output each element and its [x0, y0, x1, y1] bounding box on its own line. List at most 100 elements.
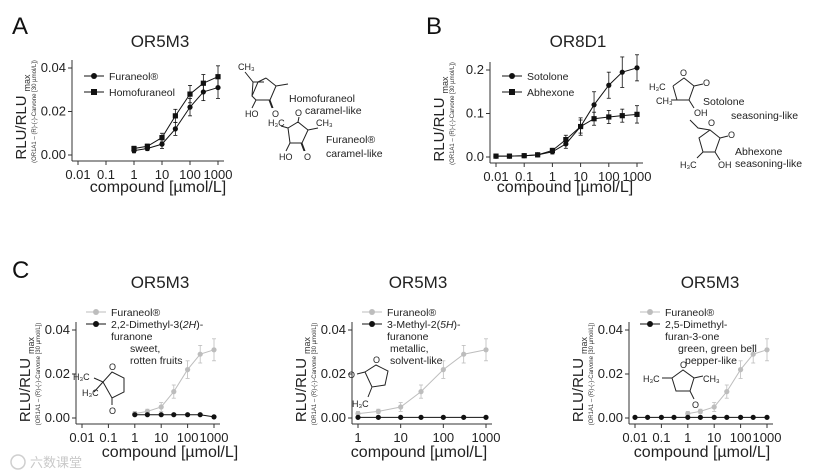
panel-label-b: B [426, 13, 442, 40]
chem-label: OH [718, 160, 732, 170]
chart-c2-methylfuranone: OR5M3 1 10 100 1000 0.00 0.02 0.04 compound [µmo… [293, 273, 500, 461]
data-point [418, 389, 424, 395]
chem-label: HO [245, 109, 259, 119]
annotation-c2-odor-2: solvent-like [390, 355, 443, 367]
y-axis-note: (OR1A1 – (R)-(-)-Carvone [30 µmol/L]) [312, 323, 318, 426]
data-point [172, 126, 178, 132]
chart-c3-dimethylfuranone: OR5M3 0.01 0.1 1 10 100 1000 0.00 0.02 0.04 compou… [570, 273, 781, 461]
annotation-c1-odor-2: rotten fruits [130, 355, 183, 367]
y-axis-label-subscript: max [302, 336, 312, 354]
chem-label: H₃C [268, 118, 285, 128]
legend-label-line2: furanone [387, 331, 429, 343]
data-point [211, 414, 217, 420]
data-point [158, 412, 164, 418]
y-axis-label-subscript: max [579, 336, 589, 354]
data-point [159, 135, 165, 141]
y-axis-label: RLU/RLU [293, 358, 310, 422]
annotation-homofuraneol: Homofuraneol [289, 93, 355, 105]
legend-label: Abhexone [527, 87, 574, 99]
data-point [724, 414, 730, 420]
x-tick-label: 10 [155, 167, 169, 182]
chem-label: H₃C [352, 399, 369, 409]
y-tick-label: 0.00 [45, 410, 70, 425]
y-axis-note: (OR1A1 – (R)-(-)-Carvone [30 µmol/L]) [32, 60, 38, 163]
legend-marker [369, 321, 375, 327]
data-point [187, 104, 193, 110]
y-tick-label: 0.02 [41, 104, 66, 119]
data-point [398, 404, 404, 410]
legend-label: 2,2-Dimethyl-3(2H)- [111, 319, 204, 331]
legend-label: Furaneol® [111, 307, 160, 319]
data-point [644, 414, 651, 420]
x-tick-label: 1 [354, 430, 361, 445]
y-tick-label: 0.2 [466, 62, 484, 77]
data-point [750, 414, 756, 420]
series-0 [685, 338, 770, 417]
annotation-c1-odor-1: sweet, [130, 343, 160, 355]
y-tick-label: 0.1 [466, 106, 484, 121]
x-axis-label: compound [µmol/L] [102, 444, 238, 461]
structure-sotolone [671, 77, 704, 109]
series-1 [632, 414, 770, 420]
data-point [685, 414, 691, 420]
chart-b-or8d1-sotolone: OR8D1 0.01 0.1 1 10 100 1000 0.0 0.1 0.2 compound … [431, 32, 651, 196]
data-point [375, 414, 381, 420]
chem-label: O [373, 355, 380, 365]
y-axis-label: RLU/RLU [431, 97, 448, 161]
legend-marker [509, 73, 515, 79]
annotation-c3-odor-2: pepper-like [685, 355, 737, 367]
chem-label: H₃C [649, 82, 666, 92]
legend-label: 2,5-Dimethyl- [665, 319, 728, 331]
data-point [606, 82, 612, 88]
data-point [578, 123, 584, 130]
data-point [375, 408, 381, 414]
x-tick-label: 0.1 [515, 169, 533, 184]
y-tick-label: 0.00 [41, 147, 66, 162]
chem-label: CH₃ [703, 374, 720, 384]
data-point [764, 347, 770, 353]
x-axis-label: compound [µmol/L] [634, 444, 770, 461]
chem-label: H₃C [680, 160, 697, 170]
data-point [619, 69, 625, 75]
data-point [215, 74, 221, 80]
legend-label: Sotolone [527, 71, 569, 83]
y-axis-note: (OR1A1 – (R)-(-)-Carvone [30 µmol/L]) [450, 62, 456, 165]
legend-label: Furaneol® [665, 307, 714, 319]
x-axis-label: compound [µmol/L] [351, 444, 487, 461]
y-axis-label-group: RLU/RLU max (OR1A1 – (R)-(-)-Carvone [30 µ… [431, 62, 456, 165]
data-point [461, 351, 467, 357]
y-tick-label: 0.0 [466, 149, 484, 164]
x-tick-label: 0.01 [622, 430, 647, 445]
annotation-homofuraneol-odor: caramel-like [305, 105, 362, 117]
annotation-furaneol-odor: caramel-like [326, 148, 383, 160]
x-tick-label: 10 [393, 430, 407, 445]
data-point [200, 80, 206, 86]
data-point [711, 404, 717, 410]
x-tick-label: 0.01 [69, 430, 94, 445]
data-point [685, 411, 691, 417]
data-point [658, 414, 665, 420]
y-axis-label-subscript: max [22, 74, 32, 92]
legend-label-line2: furan-3-one [665, 331, 719, 343]
data-point [171, 389, 177, 395]
x-tick-label: 100 [730, 430, 752, 445]
x-tick-label: 100 [432, 430, 454, 445]
y-tick-label: 0.02 [45, 366, 70, 381]
chem-label: O [295, 108, 302, 118]
data-point [440, 367, 446, 373]
data-point [697, 414, 703, 420]
data-point [461, 414, 467, 420]
y-tick-label: 0.04 [321, 322, 346, 337]
legend-label: 3-Methyl-2(5H)- [387, 319, 461, 331]
panel-label-a: A [12, 13, 28, 40]
chem-label: OH [694, 108, 708, 118]
data-point [483, 414, 489, 420]
y-axis-note: (OR1A1 – (R)-(-)-Carvone [30 µmol/L]) [36, 323, 42, 426]
chart-title: OR5M3 [131, 273, 190, 292]
chart-title: OR5M3 [389, 273, 448, 292]
y-axis-label-group: RLU/RLU max (OR1A1 – (R)-(-)-Carvone [30 µ… [13, 60, 38, 163]
watermark: 六数课堂 [10, 454, 82, 470]
annotation-furaneol: Furaneol® [326, 134, 375, 146]
chem-label: H₃C [643, 374, 660, 384]
